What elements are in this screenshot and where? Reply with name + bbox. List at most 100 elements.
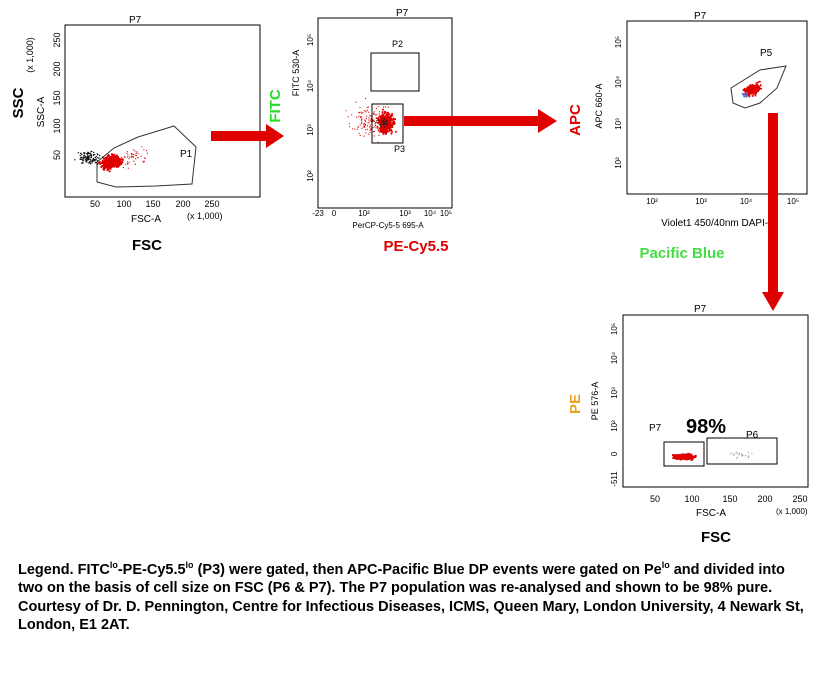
event-dot (102, 157, 105, 160)
event-dot (382, 126, 384, 129)
event-dot (90, 156, 92, 158)
event-dot (374, 123, 376, 125)
event-dot (127, 167, 129, 169)
event-dot (746, 94, 748, 97)
event-dot (358, 112, 360, 114)
plot-2: P7 FITC 530-A 10⁵ 10⁴ 10³ 10² -23 0 10² … (291, 8, 453, 230)
event-dot (743, 96, 745, 98)
event-dot (373, 135, 375, 137)
event-dot (360, 116, 362, 118)
event-dot (366, 117, 368, 120)
gate-p1-label: P1 (180, 149, 193, 160)
event-dot (681, 457, 684, 460)
event-dot (99, 162, 102, 165)
plot-1-x-axis-label: FSC-A (131, 214, 161, 225)
event-dot (377, 122, 379, 124)
event-dot (745, 90, 748, 93)
event-dot (361, 112, 363, 114)
event-dot (118, 158, 120, 160)
event-dot (369, 114, 371, 116)
legend-sup: lo (185, 560, 194, 570)
event-dot (135, 152, 137, 154)
event-dot (83, 154, 85, 157)
event-dot (355, 101, 357, 103)
event-dot (98, 161, 101, 164)
event-dot (374, 126, 376, 128)
event-dot (358, 132, 360, 134)
event-dot (127, 156, 129, 158)
event-dot (391, 126, 394, 128)
event-dot (368, 133, 370, 135)
plot-2-frame (317, 17, 453, 209)
plot-4-x-axis-label: FSC-A (696, 508, 726, 519)
plot-2-x-ticks: -23 0 10² 10³ 10⁴ 10⁵ (312, 209, 452, 218)
gate-p3-label: P3 (394, 144, 405, 154)
event-dot (386, 111, 389, 114)
event-dot (361, 123, 363, 125)
event-dot (735, 451, 737, 453)
event-dot (749, 84, 752, 87)
event-dot (745, 96, 748, 98)
event-dot (388, 118, 391, 121)
plot-4-y-tick: 10⁴ (610, 351, 619, 364)
event-dot (357, 126, 359, 128)
event-dot (373, 120, 375, 123)
event-dot (95, 158, 98, 160)
event-dot (370, 119, 372, 121)
event-dot (386, 129, 389, 132)
event-dot (694, 455, 697, 458)
event-dot (96, 163, 98, 166)
plot-2-y-tick: 10⁵ (306, 34, 315, 46)
event-dot (113, 153, 116, 156)
event-dot (129, 156, 131, 158)
event-dot (93, 151, 95, 154)
event-dot (375, 120, 378, 122)
event-dot (369, 128, 371, 130)
label-fsc-1: FSC (132, 237, 162, 254)
event-dot (756, 84, 759, 87)
event-dot (384, 115, 386, 117)
event-dot (377, 106, 379, 108)
event-dot (360, 111, 362, 113)
plot-1-x-tick: 250 (204, 199, 219, 209)
event-dot (384, 133, 387, 135)
event-dot (359, 124, 361, 126)
plot-3-title: P7 (694, 11, 707, 22)
event-dot (110, 165, 113, 168)
event-dot (135, 155, 138, 157)
event-dot (354, 128, 356, 130)
event-dot (363, 135, 365, 137)
event-dot (690, 457, 693, 460)
plot-3-y-ticks: 10⁵ 10⁴ 10³ 10² (614, 36, 623, 169)
plot-3-frame (626, 20, 808, 195)
arrow-3 (762, 113, 784, 311)
event-dot (382, 128, 385, 131)
event-dot (375, 122, 377, 124)
event-dot (731, 452, 733, 454)
event-dot (113, 164, 115, 166)
plot-1-x-tick: 50 (90, 199, 100, 209)
event-dot (378, 134, 380, 136)
event-dot (81, 162, 83, 164)
plot-1-y-tick: 200 (52, 61, 62, 76)
arrow-2-shaft (404, 116, 540, 126)
event-dot (366, 109, 369, 111)
event-dot (133, 154, 135, 156)
gate-p1 (96, 125, 197, 188)
event-dot (113, 157, 116, 160)
arrow-1 (211, 124, 284, 148)
label-pe-cy55: PE-Cy5.5 (383, 238, 448, 255)
plot-4: P7 PE 576-A 10⁵ 10⁴ 10³ 10² 0 -511 50 10… (590, 304, 809, 519)
event-dot (95, 155, 98, 158)
gate-p7 (663, 441, 705, 467)
event-dot (95, 161, 98, 164)
event-dot (374, 124, 377, 126)
event-dot (382, 120, 384, 122)
purity-percent: 98% (686, 416, 726, 438)
event-dot (134, 150, 136, 152)
event-dot (361, 127, 363, 130)
event-dot (79, 154, 81, 157)
event-dot (84, 156, 87, 158)
event-dot (373, 112, 375, 114)
